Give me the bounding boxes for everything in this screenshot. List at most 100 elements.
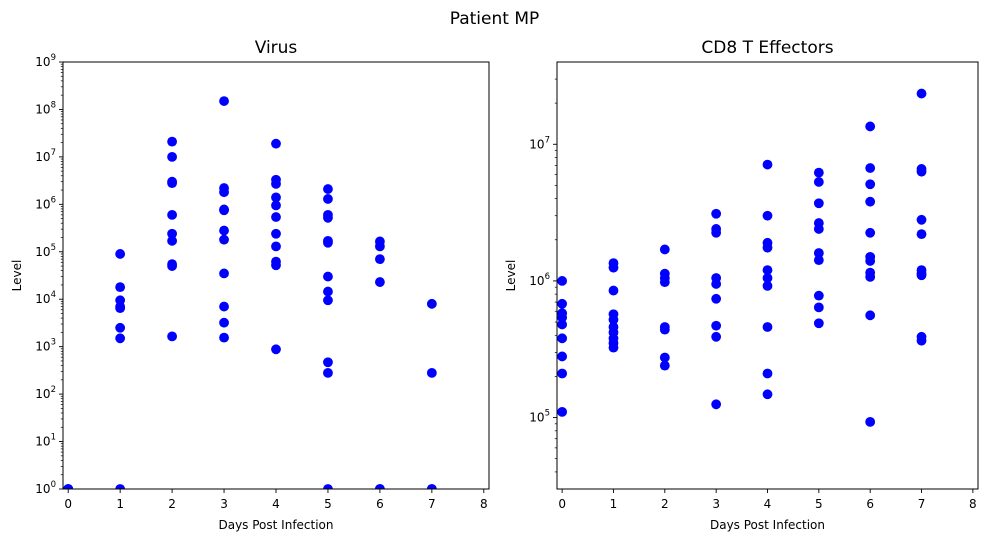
cd8-xtick-label: 5 <box>815 497 823 511</box>
virus-xtick-label: 7 <box>428 497 436 511</box>
virus-point <box>63 484 74 489</box>
virus-point <box>219 225 229 236</box>
cd8-ytick-label: 106 <box>529 272 550 288</box>
cd8-point <box>711 227 722 238</box>
virus-xtick-label: 0 <box>64 497 72 511</box>
virus-ylabel: Level <box>10 260 24 292</box>
cd8-axes-frame <box>556 61 979 490</box>
cd8-point <box>659 352 670 363</box>
virus-ytick-label: 107 <box>35 148 56 164</box>
virus-point <box>375 277 385 287</box>
virus-point <box>375 254 385 265</box>
virus-ytick-label: 108 <box>35 100 56 116</box>
virus-panel: Virus 0 1 2 3 4 5 6 7 8 100 101 102 103 104 105 106 107 10… <box>10 38 490 532</box>
virus-point <box>271 344 281 355</box>
virus-points <box>63 96 437 489</box>
virus-point <box>219 234 229 245</box>
virus-point <box>167 261 177 271</box>
virus-point <box>323 295 333 306</box>
cd8-xtick-label: 2 <box>661 497 669 511</box>
cd8-point <box>557 406 568 417</box>
virus-point <box>323 237 333 248</box>
virus-point <box>115 322 126 333</box>
cd8-point <box>813 255 824 266</box>
virus-point <box>323 286 333 297</box>
cd8-point <box>865 416 876 427</box>
virus-ytick-label: 104 <box>35 290 56 306</box>
cd8-title: CD8 T Effectors <box>701 38 833 58</box>
virus-point <box>219 301 229 312</box>
virus-xtick-label: 3 <box>220 497 228 511</box>
virus-ytick-label: 101 <box>35 433 56 449</box>
cd8-point <box>762 159 773 170</box>
cd8-point <box>659 244 670 255</box>
virus-point <box>167 331 177 342</box>
virus-xtick-label: 6 <box>376 497 384 511</box>
cd8-point <box>762 210 773 221</box>
cd8-point <box>659 360 670 371</box>
virus-point <box>375 484 385 489</box>
virus-point <box>375 241 385 252</box>
cd8-point <box>865 121 876 132</box>
cd8-point <box>916 214 927 225</box>
cd8-xtick-label: 1 <box>610 497 618 511</box>
virus-point <box>115 249 126 259</box>
virus-point <box>115 303 126 313</box>
cd8-point <box>762 368 773 379</box>
virus-point <box>115 484 126 489</box>
cd8-point <box>813 290 824 301</box>
cd8-point <box>711 331 722 342</box>
cd8-xtick-label: 4 <box>764 497 772 511</box>
cd8-point <box>813 224 824 234</box>
virus-point <box>426 298 437 309</box>
virus-point <box>323 357 333 368</box>
virus-ytick-label: 100 <box>35 480 56 496</box>
cd8-point <box>762 280 773 291</box>
cd8-point <box>711 399 722 410</box>
virus-point <box>271 260 281 271</box>
virus-point <box>167 235 177 246</box>
virus-point <box>219 205 229 216</box>
virus-point <box>323 194 333 204</box>
cd8-point <box>916 270 927 281</box>
virus-axes-frame <box>62 61 490 490</box>
virus-point <box>271 178 281 189</box>
virus-xtick-label: 8 <box>480 497 488 511</box>
cd8-point <box>865 163 876 173</box>
cd8-point <box>916 335 927 346</box>
cd8-point <box>865 310 876 321</box>
cd8-point <box>916 166 927 177</box>
virus-point <box>271 138 281 149</box>
cd8-point <box>865 179 876 190</box>
virus-point <box>426 367 437 378</box>
cd8-point <box>813 248 824 258</box>
cd8-point <box>865 196 876 207</box>
cd8-point <box>608 342 619 353</box>
virus-point <box>271 228 281 239</box>
virus-point <box>219 268 229 279</box>
cd8-xtick-label: 7 <box>918 497 926 511</box>
cd8-ylabel: Level <box>504 260 518 292</box>
virus-point <box>426 484 437 489</box>
cd8-point <box>557 351 568 362</box>
virus-point <box>323 367 333 378</box>
virus-point <box>271 212 281 222</box>
cd8-point <box>813 318 824 329</box>
virus-xtick-label: 5 <box>324 497 332 511</box>
cd8-xtick-label: 3 <box>712 497 720 511</box>
cd8-point <box>813 167 824 178</box>
cd8-point <box>557 319 568 330</box>
cd8-point <box>762 273 773 283</box>
cd8-point <box>557 298 568 309</box>
virus-point <box>167 151 177 162</box>
cd8-point <box>813 302 824 313</box>
cd8-panel: CD8 T Effectors 0 1 2 3 4 5 6 7 8 105 106 107 Days Po… <box>504 38 979 532</box>
cd8-point <box>711 293 722 304</box>
virus-point <box>219 96 229 106</box>
cd8-point <box>762 322 773 332</box>
virus-point <box>115 333 126 344</box>
cd8-point <box>865 227 876 238</box>
virus-ytick-label: 105 <box>35 243 56 259</box>
cd8-point <box>916 88 927 99</box>
cd8-point <box>659 324 670 335</box>
